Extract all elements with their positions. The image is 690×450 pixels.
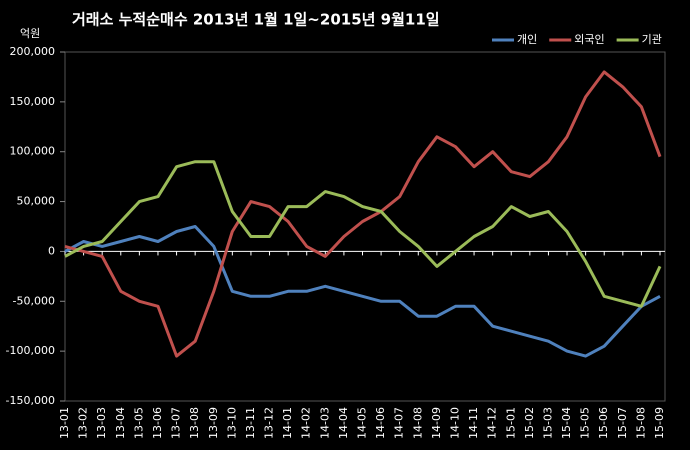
x-tick-label: 13-04 (114, 407, 127, 439)
y-tick-label: 100,000 (10, 145, 56, 158)
y-axis-label: 억원 (20, 27, 40, 40)
legend-label: 기관 (642, 33, 662, 46)
x-tick-label: 15-01 (504, 407, 517, 439)
x-tick-label: 13-07 (170, 407, 183, 439)
x-tick-label: 14-06 (374, 407, 387, 439)
x-tick-label: 14-08 (411, 407, 424, 439)
x-tick-label: 13-05 (132, 407, 145, 439)
x-tick-label: 15-09 (653, 407, 666, 439)
x-tick-label: 14-07 (393, 407, 406, 439)
x-tick-label: 13-02 (77, 407, 90, 439)
y-tick-label: 50,000 (17, 195, 56, 208)
x-tick-label: 15-02 (523, 407, 536, 439)
x-tick-label: 14-09 (430, 407, 443, 439)
y-tick-label: 200,000 (10, 45, 56, 58)
x-tick-label: 14-05 (356, 407, 369, 439)
x-tick-label: 14-10 (448, 407, 461, 439)
y-tick-label: 150,000 (10, 95, 56, 108)
x-tick-label: 14-04 (337, 407, 350, 439)
x-tick-label: 13-03 (95, 407, 108, 439)
x-tick-label: 15-08 (634, 407, 647, 439)
series-line (64, 225, 661, 358)
legend-label: 개인 (517, 33, 537, 46)
x-tick-label: 14-01 (281, 407, 294, 439)
y-tick-label: -150,000 (6, 394, 55, 407)
x-tick-label: 14-11 (467, 407, 480, 439)
x-tick-label: 13-10 (225, 407, 238, 439)
y-tick-label: 0 (48, 244, 55, 257)
y-tick-label: -50,000 (13, 294, 55, 307)
x-tick-label: 13-01 (58, 407, 71, 439)
chart-title: 거래소 누적순매수 2013년 1월 1일~2015년 9월11일 (72, 11, 440, 29)
series-line (64, 70, 662, 358)
x-tick-label: 13-08 (188, 407, 201, 439)
x-tick-label: 14-02 (300, 407, 313, 439)
x-tick-label: 15-03 (541, 407, 554, 439)
legend-label: 외국인 (574, 33, 604, 46)
plot-frame (64, 51, 666, 402)
x-tick-label: 13-06 (151, 407, 164, 439)
series-line (64, 160, 662, 308)
x-tick-label: 13-09 (207, 407, 220, 439)
x-tick-label: 15-06 (597, 407, 610, 439)
x-tick-label: 14-12 (486, 407, 499, 439)
x-tick-label: 13-11 (244, 407, 257, 439)
x-tick-label: 14-03 (318, 407, 331, 439)
x-tick-label: 15-04 (560, 407, 573, 439)
x-tick-label: 15-05 (579, 407, 592, 439)
x-tick-label: 13-12 (263, 407, 276, 439)
y-tick-label: -100,000 (6, 344, 55, 357)
x-tick-label: 15-07 (616, 407, 629, 439)
